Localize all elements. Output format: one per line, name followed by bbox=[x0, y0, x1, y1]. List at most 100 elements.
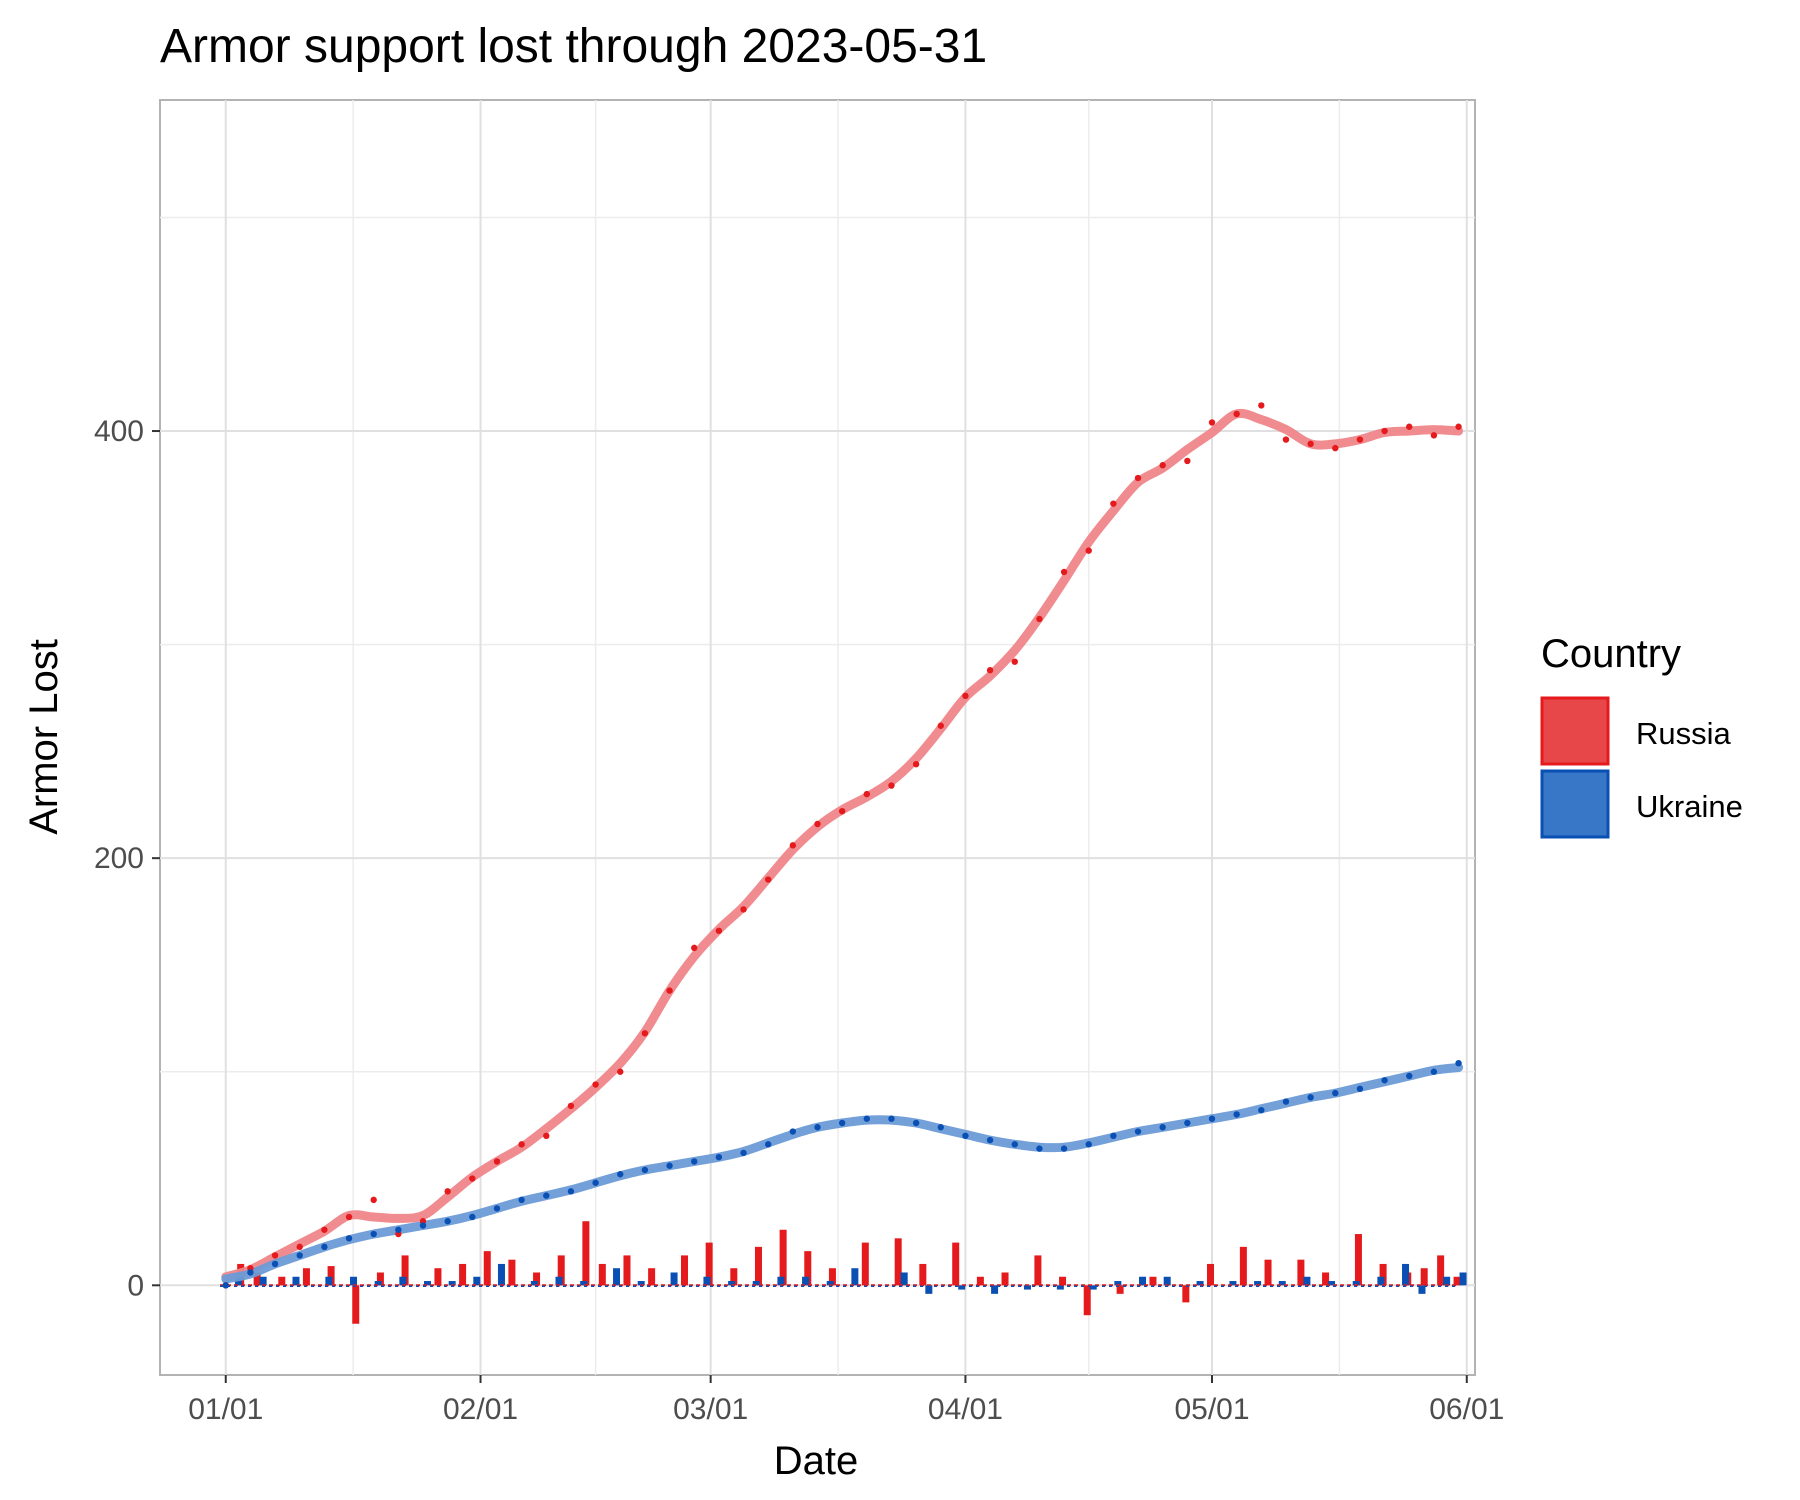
cumulative-point-ukraine bbox=[1036, 1145, 1043, 1152]
cumulative-point-ukraine bbox=[986, 1136, 994, 1144]
cumulative-point-russia bbox=[1332, 444, 1339, 452]
daily-change-bar-ukraine bbox=[325, 1276, 333, 1286]
cumulative-point-russia bbox=[1060, 568, 1068, 576]
cumulative-point-ukraine bbox=[1282, 1098, 1290, 1105]
daily-change-bar-russia bbox=[1182, 1285, 1190, 1303]
daily-change-bar-ukraine bbox=[292, 1276, 300, 1286]
daily-change-bar-russia bbox=[278, 1276, 286, 1286]
cumulative-point-ukraine bbox=[1332, 1089, 1339, 1097]
daily-change-bar-ukraine bbox=[728, 1281, 736, 1286]
cumulative-point-russia bbox=[1381, 427, 1388, 435]
daily-change-bar-russia bbox=[533, 1272, 541, 1286]
x-tick-label: 04/01 bbox=[928, 1393, 1003, 1426]
daily-change-bar-ukraine bbox=[1254, 1281, 1262, 1286]
daily-change-bar-ukraine bbox=[399, 1276, 407, 1286]
daily-change-bar-russia bbox=[598, 1263, 606, 1286]
daily-change-bar-russia bbox=[919, 1263, 927, 1286]
daily-change-bar-ukraine bbox=[350, 1276, 358, 1286]
cumulative-point-russia bbox=[1258, 402, 1265, 409]
cumulative-point-russia bbox=[986, 667, 994, 674]
daily-change-bar-russia bbox=[1379, 1263, 1387, 1286]
legend-label-russia: Russia bbox=[1636, 716, 1732, 751]
cumulative-point-ukraine bbox=[814, 1124, 821, 1131]
cumulative-point-ukraine bbox=[641, 1166, 649, 1174]
cumulative-point-russia bbox=[888, 782, 895, 789]
daily-change-bar-ukraine bbox=[1139, 1276, 1147, 1286]
daily-change-bar-ukraine bbox=[1023, 1285, 1031, 1290]
daily-change-bar-ukraine bbox=[851, 1268, 859, 1286]
cumulative-point-russia bbox=[1134, 474, 1142, 482]
cumulative-point-ukraine bbox=[888, 1115, 895, 1122]
cumulative-point-russia bbox=[1406, 423, 1413, 430]
cumulative-point-russia bbox=[691, 944, 698, 952]
daily-change-bar-russia bbox=[302, 1268, 310, 1286]
daily-change-bar-russia bbox=[508, 1259, 516, 1286]
daily-change-bar-russia bbox=[1322, 1272, 1330, 1286]
cumulative-point-russia bbox=[789, 842, 797, 849]
cumulative-point-ukraine bbox=[617, 1171, 624, 1178]
daily-change-bar-russia bbox=[976, 1276, 984, 1286]
y-tick-label: 0 bbox=[127, 1269, 144, 1302]
cumulative-point-russia bbox=[715, 927, 723, 934]
cumulative-point-ukraine bbox=[1110, 1132, 1117, 1140]
cumulative-point-ukraine bbox=[592, 1179, 599, 1186]
daily-change-bar-ukraine bbox=[1303, 1276, 1311, 1286]
cumulative-point-russia bbox=[617, 1068, 624, 1075]
cumulative-point-russia bbox=[1307, 440, 1314, 448]
cumulative-point-ukraine bbox=[370, 1230, 377, 1238]
daily-change-bar-russia bbox=[1001, 1272, 1009, 1286]
cumulative-points bbox=[222, 402, 1462, 1289]
daily-change-bar-ukraine bbox=[530, 1281, 538, 1286]
cumulative-point-russia bbox=[1085, 547, 1092, 554]
cumulative-point-ukraine bbox=[1430, 1068, 1438, 1075]
cumulative-point-ukraine bbox=[1208, 1115, 1216, 1122]
daily-change-bar-russia bbox=[376, 1272, 384, 1286]
daily-change-bar-ukraine bbox=[613, 1268, 621, 1286]
daily-change-bar-russia bbox=[828, 1268, 836, 1286]
daily-change-bar-russia bbox=[459, 1263, 467, 1286]
daily-change-bar-ukraine bbox=[1443, 1276, 1451, 1286]
daily-change-bar-ukraine bbox=[473, 1276, 481, 1286]
daily-change-bar-russia bbox=[1453, 1276, 1461, 1286]
cumulative-point-ukraine bbox=[1381, 1077, 1388, 1084]
cumulative-point-ukraine bbox=[518, 1196, 525, 1204]
cumulative-point-russia bbox=[543, 1132, 550, 1140]
daily-change-bar-ukraine bbox=[637, 1281, 645, 1286]
daily-change-bar-ukraine bbox=[1352, 1281, 1360, 1286]
daily-change-bar-russia bbox=[1297, 1259, 1305, 1286]
cumulative-point-ukraine bbox=[740, 1149, 747, 1157]
cumulative-point-russia bbox=[1011, 658, 1018, 665]
cumulative-point-ukraine bbox=[912, 1119, 920, 1127]
daily-change-bar-russia bbox=[1239, 1246, 1247, 1286]
cumulative-point-ukraine bbox=[691, 1158, 698, 1165]
legend-label-ukraine: Ukraine bbox=[1636, 789, 1743, 824]
daily-change-bar-ukraine bbox=[900, 1272, 908, 1286]
cumulative-point-russia bbox=[567, 1102, 575, 1110]
daily-change-bar-russia bbox=[1149, 1276, 1157, 1286]
x-tick-label: 06/01 bbox=[1429, 1393, 1504, 1426]
daily-change-bar-ukraine bbox=[703, 1276, 711, 1286]
daily-change-bar-russia bbox=[1354, 1234, 1362, 1286]
daily-change-bar-russia bbox=[557, 1255, 565, 1286]
daily-change-bar-ukraine bbox=[1163, 1276, 1171, 1286]
cumulative-point-russia bbox=[962, 692, 969, 700]
cumulative-point-ukraine bbox=[345, 1235, 353, 1242]
cumulative-point-ukraine bbox=[1307, 1094, 1314, 1101]
y-axis: 0 200 400 bbox=[94, 415, 160, 1302]
y-tick-label: 400 bbox=[94, 415, 144, 448]
daily-change-bar-ukraine bbox=[1229, 1281, 1237, 1286]
daily-change-bar-russia bbox=[648, 1268, 656, 1286]
daily-change-bar-russia bbox=[1083, 1285, 1091, 1316]
cumulative-point-ukraine bbox=[1184, 1119, 1191, 1127]
cumulative-point-ukraine bbox=[1455, 1059, 1462, 1067]
cumulative-point-ukraine bbox=[863, 1115, 871, 1122]
legend-key-russia bbox=[1540, 696, 1610, 766]
daily-change-bar-ukraine bbox=[1089, 1285, 1097, 1290]
daily-change-bar-russia bbox=[1420, 1268, 1428, 1286]
daily-change-bars bbox=[220, 1221, 1467, 1324]
daily-change-bar-russia bbox=[352, 1285, 360, 1324]
cumulative-point-ukraine bbox=[321, 1243, 328, 1251]
chart-title: Armor support lost through 2023-05-31 bbox=[160, 20, 987, 73]
daily-change-bar-russia bbox=[894, 1238, 902, 1286]
daily-change-bar-ukraine bbox=[958, 1285, 966, 1290]
